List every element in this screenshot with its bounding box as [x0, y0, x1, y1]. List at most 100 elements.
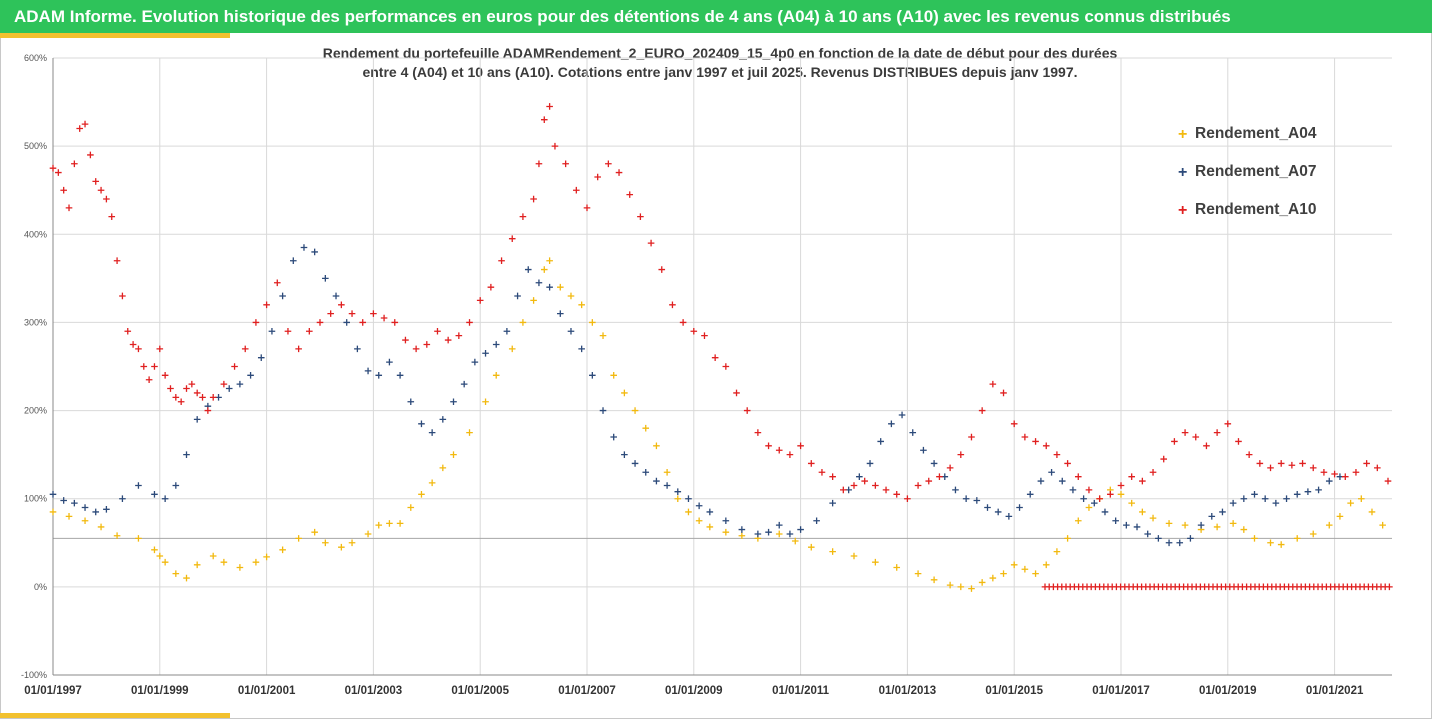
point-a07 [765, 528, 772, 536]
point-a04 [519, 319, 527, 326]
point-a10 [172, 394, 180, 401]
point-a10 [1363, 460, 1370, 467]
y-tick-label: 200% [24, 406, 47, 416]
point-a10 [487, 283, 495, 291]
legend-marker-a04: + [1178, 126, 1188, 143]
x-tick-label: 01/01/2005 [451, 685, 509, 697]
point-a07 [813, 517, 820, 525]
point-a07 [589, 372, 596, 379]
point-a04 [1032, 570, 1039, 577]
point-a07 [311, 248, 318, 256]
point-a10 [1224, 420, 1232, 428]
point-a10 [327, 310, 334, 317]
point-a07 [471, 358, 479, 366]
point-a07 [161, 495, 169, 503]
point-a10 [220, 380, 228, 388]
point-a10 [562, 160, 569, 168]
point-a04 [1240, 526, 1248, 533]
legend-label-a07: Rendement_A07 [1195, 163, 1317, 180]
point-a10 [861, 477, 868, 485]
point-a10 [1085, 486, 1093, 494]
point-a04 [1165, 520, 1173, 527]
point-a10 [722, 363, 730, 370]
point-a10 [818, 468, 826, 476]
point-a07 [984, 504, 991, 511]
point-a10 [946, 464, 954, 472]
point-a10 [535, 160, 543, 168]
point-a07 [685, 495, 692, 503]
y-tick-label: 100% [24, 494, 47, 504]
point-a04 [946, 581, 954, 589]
point-a07 [1187, 535, 1194, 542]
point-a10 [183, 385, 190, 392]
point-a10 [1128, 473, 1135, 480]
point-a10 [775, 446, 783, 454]
point-a10 [423, 341, 431, 348]
point-a07 [856, 473, 863, 480]
point-a10 [583, 204, 591, 212]
point-a04 [1021, 565, 1029, 573]
point-a07 [1229, 499, 1237, 507]
point-a07 [524, 266, 532, 273]
point-a04 [450, 451, 457, 458]
x-tick-label: 01/01/2011 [772, 685, 830, 697]
point-a04 [252, 558, 260, 566]
chart-title: Rendement du portefeuille ADAMRendement_… [180, 44, 1260, 82]
point-a04 [1042, 561, 1050, 569]
point-a10 [316, 319, 324, 326]
point-a07 [1037, 477, 1045, 485]
point-a04 [428, 479, 436, 487]
point-a10 [551, 142, 559, 150]
point-a04 [1277, 541, 1285, 548]
point-a04 [829, 548, 836, 555]
point-a10 [113, 257, 121, 265]
point-a07 [375, 372, 383, 379]
header-bar: ADAM Informe. Evolution historique des p… [0, 0, 1432, 33]
legend-marker-a10: + [1178, 202, 1188, 219]
point-a04 [791, 537, 799, 545]
point-a07 [1325, 477, 1333, 485]
point-a10 [1213, 429, 1221, 436]
point-a10 [348, 310, 356, 317]
point-a10 [241, 345, 249, 353]
point-a07 [1197, 521, 1205, 529]
point-a04 [989, 574, 997, 582]
point-a07 [1026, 491, 1034, 498]
x-tick-label: 01/01/2007 [558, 685, 616, 697]
point-a07 [450, 398, 457, 406]
point-a04 [386, 520, 393, 527]
point-a10 [119, 292, 126, 300]
point-a07 [428, 429, 436, 436]
point-a04 [49, 508, 57, 516]
point-a07 [1123, 521, 1130, 529]
point-a10 [840, 486, 847, 494]
point-a10 [124, 327, 132, 335]
point-a10 [1010, 420, 1018, 428]
point-a07 [332, 292, 340, 300]
point-a10 [594, 173, 601, 181]
point-a07 [546, 283, 553, 291]
point-a07 [1091, 499, 1098, 507]
point-a10 [615, 169, 623, 176]
point-a10 [338, 301, 345, 309]
point-a10 [1299, 460, 1306, 467]
point-a10 [1032, 438, 1039, 445]
point-a04 [193, 561, 201, 569]
point-a10 [65, 204, 73, 212]
point-a10 [1000, 389, 1007, 397]
point-a10 [893, 491, 901, 498]
point-a07 [1080, 495, 1087, 503]
point-a10 [530, 195, 537, 203]
point-a10 [1384, 477, 1392, 485]
point-a04 [1336, 513, 1344, 520]
point-a10 [103, 195, 110, 203]
point-a04 [482, 398, 489, 406]
point-a07 [103, 505, 110, 513]
point-a07 [557, 310, 564, 317]
point-a07 [706, 508, 714, 516]
point-a04 [65, 513, 73, 520]
point-a04 [418, 491, 425, 498]
point-a07 [1219, 508, 1226, 516]
point-a10 [380, 314, 388, 322]
point-a04 [1309, 530, 1317, 538]
